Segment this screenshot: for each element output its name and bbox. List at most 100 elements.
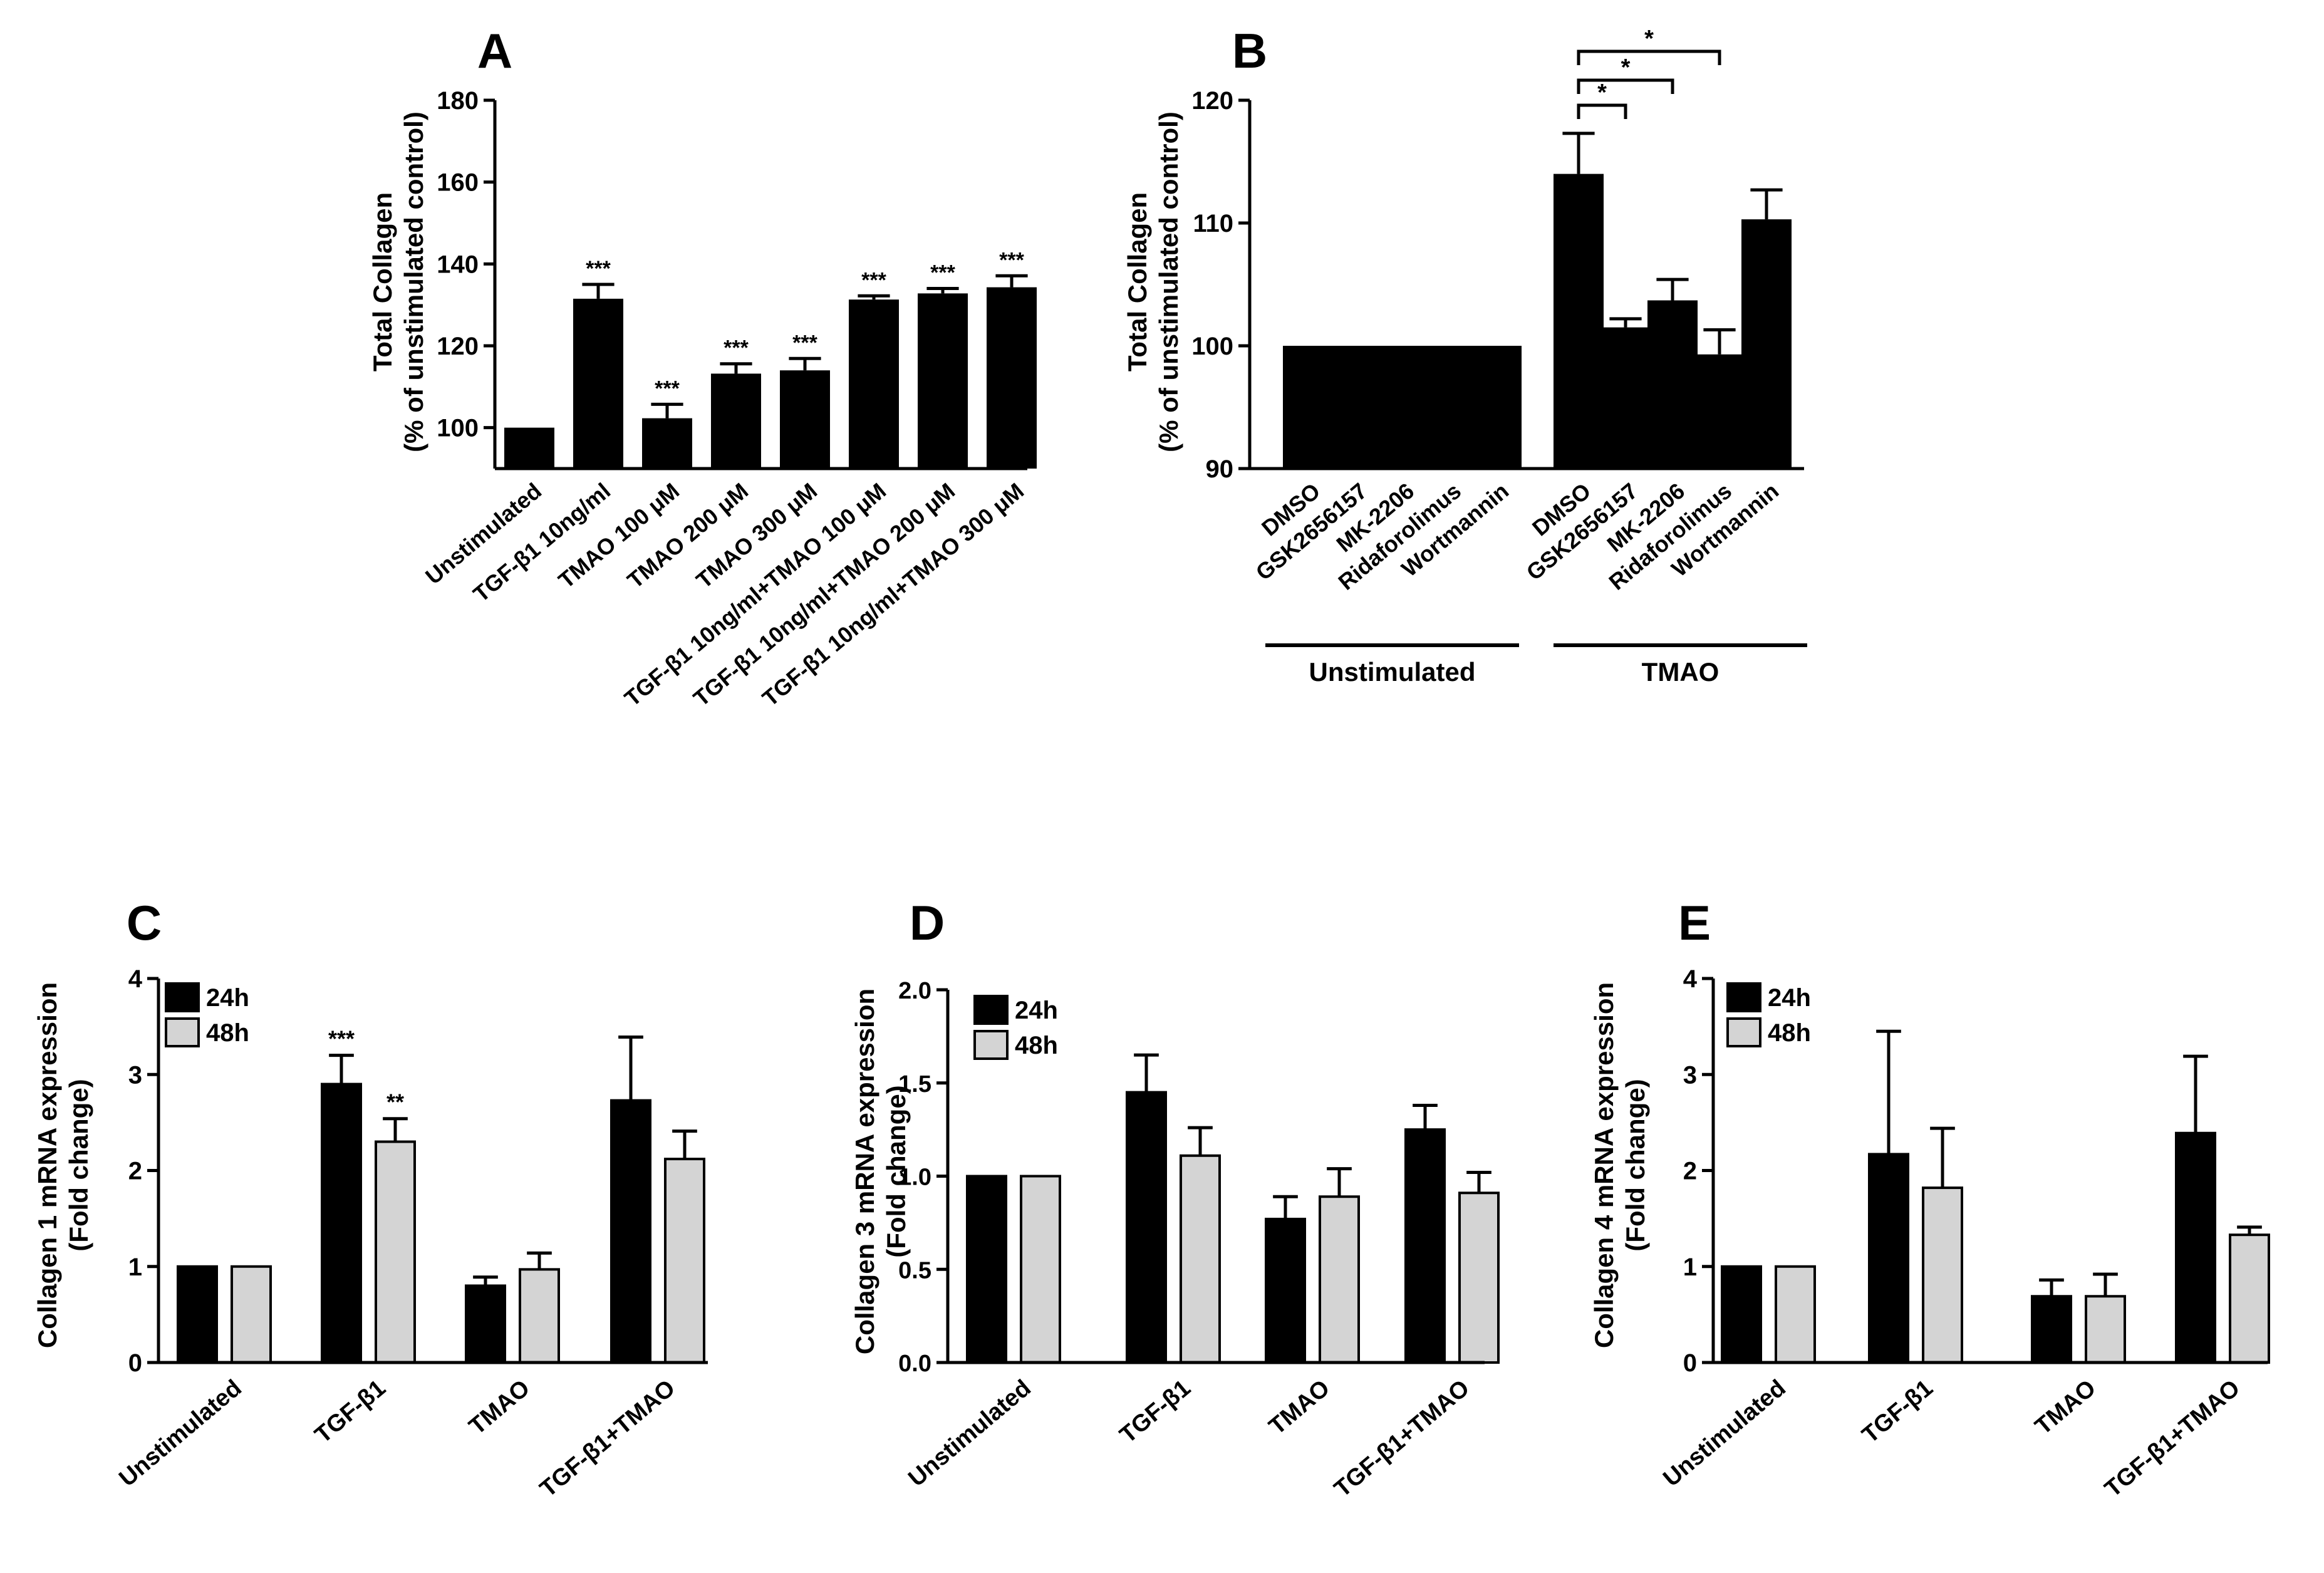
x-category-label: TGF-β1+TMAO <box>535 1375 680 1503</box>
x-category-label: TMAO <box>1264 1375 1335 1440</box>
y-tick-label: 90 <box>1206 455 1234 483</box>
bar <box>1600 327 1651 469</box>
y-tick-label: 160 <box>437 169 479 197</box>
significance-label: *** <box>724 336 749 360</box>
y-tick-label: 1 <box>128 1254 142 1281</box>
x-category-label: TGF-β1+TMAO <box>1329 1375 1475 1503</box>
y-axis-title-line-1: Collagen 1 mRNA expression <box>33 982 62 1348</box>
bar-24h <box>2175 1131 2216 1364</box>
significance-label: * <box>1644 26 1654 52</box>
y-axis-title-line-1: Total Collagen <box>1123 192 1152 371</box>
significance-bracket <box>1577 49 1721 65</box>
x-category-label: Unstimulated <box>903 1375 1035 1492</box>
bar-24h <box>465 1284 506 1364</box>
y-axis-title-line-1: Collagen 4 mRNA expression <box>1589 982 1619 1348</box>
y-tick-label: 3 <box>1683 1061 1697 1089</box>
y-tick-label: 1.0 <box>898 1165 931 1191</box>
legend-swatch <box>1726 982 1761 1012</box>
bar-48h <box>1922 1186 1963 1364</box>
x-category-label: TGF-β1 <box>1857 1375 1938 1449</box>
bar <box>1694 354 1745 469</box>
bar <box>642 418 692 469</box>
significance-label: * <box>1597 80 1607 106</box>
panel-b-chart: DMSOGSK2656157MK-2206RidaforolimusWortma… <box>1123 23 1807 687</box>
y-tick-label: 0 <box>1683 1349 1697 1377</box>
legend-swatch <box>165 982 200 1012</box>
bar <box>1647 300 1698 469</box>
panel-label: C <box>127 895 162 950</box>
group-label: TMAO <box>1642 657 1720 687</box>
y-axis-title-line-2: (Fold change) <box>1621 1079 1650 1251</box>
group-label: Unstimulated <box>1309 657 1475 687</box>
bar <box>849 299 899 469</box>
legend-swatch <box>973 995 1009 1025</box>
y-axis-title-line-2: (% of unstimulated control) <box>399 112 428 452</box>
significance-label: *** <box>792 331 817 355</box>
legend-label: 24h <box>1768 984 1811 1012</box>
bar <box>987 287 1037 469</box>
y-tick-label: 0.5 <box>898 1257 931 1284</box>
significance-label: * <box>1621 55 1631 81</box>
bar-24h <box>1868 1153 1909 1364</box>
panel-label: B <box>1232 23 1267 78</box>
significance-label: *** <box>655 376 680 400</box>
panel-label: E <box>1678 895 1711 950</box>
bar-48h <box>1319 1195 1360 1364</box>
bar <box>1424 346 1474 469</box>
bar-48h <box>2229 1233 2270 1364</box>
bar-24h <box>1721 1265 1762 1364</box>
y-axis-title-line-2: (% of unstimulated control) <box>1154 112 1183 452</box>
bar <box>1471 346 1522 469</box>
bar <box>1741 219 1792 469</box>
x-category-label: TGF-β1 <box>310 1375 391 1449</box>
y-tick-label: 1 <box>1683 1254 1697 1281</box>
significance-bracket <box>1577 78 1674 94</box>
bar <box>918 293 968 469</box>
y-tick-label: 100 <box>1191 333 1233 360</box>
x-category-label: TMAO <box>464 1375 535 1440</box>
bar-24h <box>610 1099 651 1364</box>
legend-label: 48h <box>206 1019 249 1047</box>
bar <box>1377 346 1427 469</box>
y-tick-label: 4 <box>128 965 143 993</box>
significance-label: *** <box>328 1026 355 1052</box>
y-tick-label: 0 <box>128 1349 142 1377</box>
bar-24h <box>1265 1217 1306 1364</box>
bar <box>780 370 830 469</box>
y-tick-label: 140 <box>437 251 479 278</box>
panel-c-chart: Unstimulated*****TGF-β1 TMAO TGF-β1+TMAO24… <box>33 895 708 1503</box>
y-tick-label: 120 <box>437 333 479 360</box>
y-tick-label: 4 <box>1683 965 1698 993</box>
bar <box>1330 346 1380 469</box>
y-tick-label: 1.5 <box>898 1071 931 1098</box>
y-tick-label: 2 <box>1683 1158 1697 1185</box>
significance-label: *** <box>861 268 886 292</box>
legend-label: 24h <box>206 984 249 1012</box>
x-category-label: TMAO <box>2030 1375 2101 1440</box>
x-category-label: TGF-β1+TMAO <box>2100 1375 2245 1503</box>
y-tick-label: 2.0 <box>898 978 931 1004</box>
panel-a-chart: Unstimulated***TGF-β1 10ng/ml***TMAO 100… <box>368 23 1037 712</box>
x-category-label: TMAO 100 μM <box>553 478 684 593</box>
x-category-label: TGF-β1 <box>1115 1375 1196 1449</box>
significance-label: *** <box>930 261 955 285</box>
bar-24h <box>2031 1295 2072 1364</box>
bar-48h <box>375 1140 416 1364</box>
legend-swatch <box>973 1030 1009 1060</box>
x-category-label: Unstimulated <box>420 478 546 589</box>
significance-label: ** <box>386 1089 404 1115</box>
legend-swatch <box>165 1017 200 1047</box>
legend-label: 24h <box>1015 997 1058 1024</box>
y-axis-title-line-2: (Fold change) <box>64 1079 93 1251</box>
significance-label: *** <box>586 257 611 281</box>
legend-swatch <box>1726 1017 1761 1047</box>
x-category-label: Unstimulated <box>114 1375 246 1492</box>
x-category-label: Unstimulated <box>1658 1375 1790 1492</box>
bar <box>1283 346 1333 469</box>
bar-24h <box>177 1265 218 1364</box>
y-tick-label: 0.0 <box>898 1351 931 1377</box>
bar-24h <box>1404 1128 1446 1364</box>
bar-24h <box>966 1175 1007 1364</box>
